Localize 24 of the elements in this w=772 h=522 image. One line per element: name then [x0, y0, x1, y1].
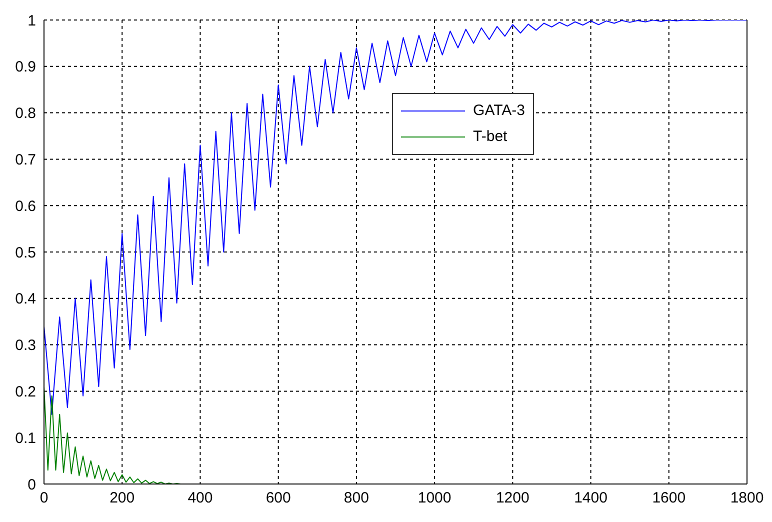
- x-tick-label: 1400: [574, 490, 608, 507]
- y-tick-label: 0.4: [15, 290, 36, 308]
- y-tick-label: 0.5: [15, 244, 36, 262]
- y-tick-label: 0.2: [15, 384, 36, 401]
- line-series: [44, 20, 747, 415]
- y-tick-label: 1: [28, 12, 36, 30]
- x-tick-label: 400: [188, 490, 213, 507]
- x-tick-label: 800: [344, 490, 369, 507]
- x-tick-label: 1600: [652, 490, 686, 507]
- y-tick-label: 0.3: [15, 337, 36, 354]
- y-tick-label: 0: [28, 476, 36, 494]
- x-tick-label: 1200: [496, 490, 530, 507]
- x-tick-label: 1000: [418, 490, 452, 507]
- x-tick-label: 0: [40, 490, 48, 507]
- x-tick-label: 600: [266, 490, 291, 507]
- y-tick-label: 0.9: [15, 58, 36, 76]
- y-tick-label: 0.8: [15, 105, 36, 122]
- y-tick-label: 0.1: [15, 430, 36, 447]
- x-tick-label: 1800: [730, 490, 764, 507]
- legend-label: T-bet: [473, 127, 508, 147]
- legend-label: GATA-3: [473, 101, 525, 121]
- y-tick-label: 0.7: [15, 152, 36, 169]
- x-tick-label: 200: [110, 490, 135, 507]
- y-tick-label: 0.6: [15, 198, 36, 215]
